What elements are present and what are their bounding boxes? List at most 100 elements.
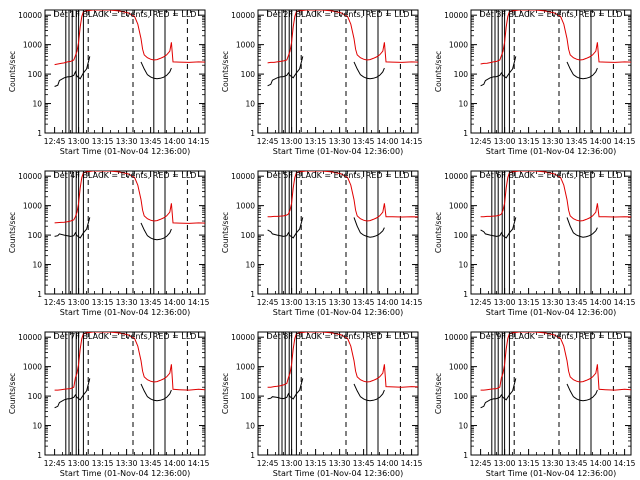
y-tick-label: 1 bbox=[37, 290, 42, 299]
panel-title: Det 5F BLACK = Events, RED = LLD bbox=[267, 171, 410, 180]
x-tick-label: 13:30 bbox=[329, 459, 351, 468]
events-series-line bbox=[140, 383, 172, 402]
y-tick-label: 100 bbox=[28, 392, 43, 401]
x-tick-label: 13:30 bbox=[329, 137, 351, 146]
x-tick-label: 13:15 bbox=[518, 137, 540, 146]
panel-1: 1 10 100 1000 10000 12:45 13:00 13:15 13:30 13:45… bbox=[8, 9, 210, 156]
plot-frame bbox=[470, 9, 632, 134]
x-tick-label: 14:00 bbox=[164, 459, 186, 468]
x-tick-label: 13:00 bbox=[281, 137, 303, 146]
events-series-line bbox=[480, 217, 517, 239]
panel-title: Det 3F BLACK = Events, RED = LLD bbox=[480, 10, 623, 19]
x-tick-label: 13:00 bbox=[281, 298, 303, 307]
events-series-line bbox=[267, 217, 304, 239]
marker-lines bbox=[278, 171, 401, 294]
series-group bbox=[54, 10, 205, 87]
panel-title: Det 9F BLACK = Events, RED = LLD bbox=[480, 332, 623, 341]
x-tick-label: 13:15 bbox=[92, 298, 114, 307]
x-tick-label: 13:00 bbox=[281, 459, 303, 468]
events-series-line bbox=[353, 383, 385, 402]
x-tick-label: 13:30 bbox=[116, 459, 138, 468]
events-series-line bbox=[566, 383, 598, 402]
plot-frame bbox=[44, 9, 206, 134]
x-tick-label: 12:45 bbox=[44, 298, 66, 307]
events-series-line bbox=[267, 56, 304, 87]
x-axis-label: Start Time (01-Nov-04 12:36:00) bbox=[60, 308, 190, 317]
y-tick-label: 10000 bbox=[18, 11, 42, 20]
y-tick-label: 10000 bbox=[231, 172, 255, 181]
x-axis-label: Start Time (01-Nov-04 12:36:00) bbox=[60, 147, 190, 156]
x-tick-label: 14:15 bbox=[614, 137, 636, 146]
y-tick-label: 1000 bbox=[449, 41, 468, 50]
x-tick-label: 13:00 bbox=[494, 298, 516, 307]
panel-3: 1 10 100 1000 10000 12:45 13:00 13:15 13:30 13:45… bbox=[434, 9, 636, 156]
x-tick-label: 13:00 bbox=[494, 459, 516, 468]
plot-frame bbox=[257, 9, 419, 134]
x-tick-label: 13:15 bbox=[518, 298, 540, 307]
y-tick-label: 1000 bbox=[236, 202, 255, 211]
x-tick-label: 13:30 bbox=[116, 298, 138, 307]
y-tick-label: 1000 bbox=[449, 202, 468, 211]
plot-frame bbox=[257, 331, 419, 456]
y-tick-label: 10 bbox=[32, 261, 42, 270]
y-tick-label: 1 bbox=[37, 451, 42, 460]
y-tick-label: 1 bbox=[463, 290, 468, 299]
series-group bbox=[54, 332, 205, 409]
x-tick-label: 12:45 bbox=[257, 459, 279, 468]
marker-lines bbox=[65, 10, 188, 133]
x-tick-label: 14:15 bbox=[401, 459, 423, 468]
x-tick-label: 14:15 bbox=[614, 298, 636, 307]
y-tick-label: 100 bbox=[454, 70, 469, 79]
x-tick-label: 14:00 bbox=[590, 459, 612, 468]
x-tick-label: 13:30 bbox=[329, 298, 351, 307]
series-group bbox=[267, 332, 418, 402]
x-tick-label: 14:15 bbox=[401, 137, 423, 146]
y-tick-label: 10000 bbox=[18, 333, 42, 342]
y-tick-label: 10 bbox=[458, 100, 468, 109]
x-tick-label: 12:45 bbox=[257, 137, 279, 146]
marker-lines bbox=[65, 332, 188, 455]
series-group bbox=[54, 171, 205, 241]
x-tick-label: 13:30 bbox=[542, 137, 564, 146]
y-tick-label: 1 bbox=[250, 451, 255, 460]
x-tick-label: 12:45 bbox=[470, 298, 492, 307]
y-tick-label: 100 bbox=[241, 70, 256, 79]
y-tick-label: 10000 bbox=[18, 172, 42, 181]
x-axis-label: Start Time (01-Nov-04 12:36:00) bbox=[273, 469, 403, 478]
x-tick-label: 13:15 bbox=[518, 459, 540, 468]
series-group bbox=[480, 171, 631, 239]
plot-frame bbox=[44, 331, 206, 456]
panel-title: Det 1F BLACK = Events, RED = LLD bbox=[54, 10, 197, 19]
lld-series-line bbox=[480, 171, 631, 222]
x-tick-label: 13:15 bbox=[92, 459, 114, 468]
x-tick-label: 14:00 bbox=[590, 137, 612, 146]
x-tick-label: 14:00 bbox=[377, 459, 399, 468]
x-tick-label: 12:45 bbox=[257, 298, 279, 307]
x-tick-label: 13:45 bbox=[140, 459, 162, 468]
x-tick-label: 13:45 bbox=[353, 459, 375, 468]
x-tick-label: 13:45 bbox=[353, 298, 375, 307]
y-axis-label: Counts/sec bbox=[8, 51, 17, 92]
y-axis-label: Counts/sec bbox=[8, 373, 17, 414]
series-group bbox=[267, 171, 418, 239]
panel-title: Det 6F BLACK = Events, RED = LLD bbox=[480, 171, 623, 180]
x-tick-label: 14:15 bbox=[188, 298, 210, 307]
lld-series-line bbox=[267, 332, 418, 388]
events-series-line bbox=[54, 217, 91, 239]
x-tick-label: 14:15 bbox=[188, 459, 210, 468]
events-series-line bbox=[140, 222, 172, 241]
panel-title: Det 8F BLACK = Events, RED = LLD bbox=[267, 332, 410, 341]
y-tick-label: 10000 bbox=[231, 333, 255, 342]
y-tick-label: 10 bbox=[245, 100, 255, 109]
y-tick-label: 10 bbox=[458, 422, 468, 431]
y-axis-label: Counts/sec bbox=[221, 373, 230, 414]
y-tick-label: 100 bbox=[28, 231, 43, 240]
y-tick-label: 10000 bbox=[444, 172, 468, 181]
y-tick-label: 100 bbox=[454, 231, 469, 240]
panel-6: 1 10 100 1000 10000 12:45 13:00 13:15 13:30 13:45… bbox=[434, 170, 636, 317]
lld-series-line bbox=[480, 332, 631, 391]
events-series-line bbox=[480, 378, 517, 409]
x-tick-label: 13:45 bbox=[566, 459, 588, 468]
y-tick-label: 10 bbox=[245, 422, 255, 431]
